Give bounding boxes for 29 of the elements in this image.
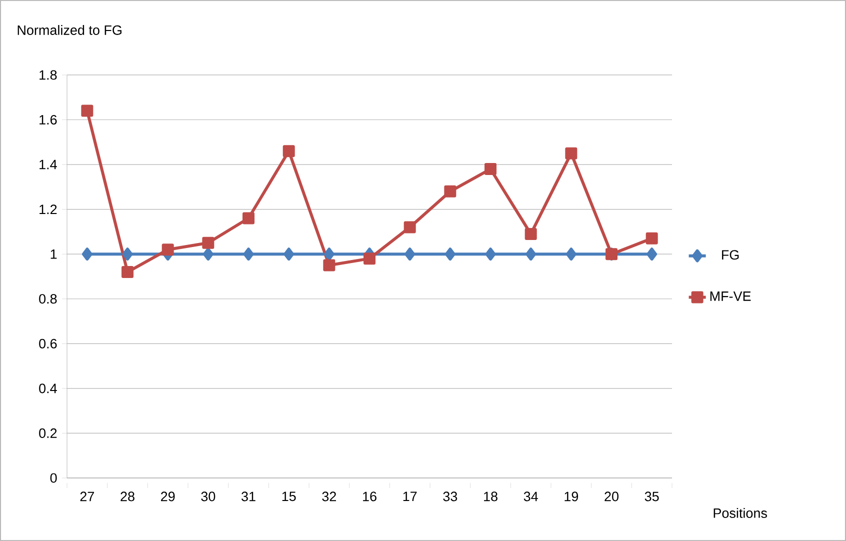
x-tick-label: 28	[120, 492, 134, 502]
x-axis-title: Positions	[714, 508, 767, 518]
x-tick-label: 16	[363, 492, 376, 502]
x-tick-label: 32	[322, 492, 336, 502]
x-tick-label: 20	[604, 492, 618, 502]
x-tick-label: 34	[524, 492, 538, 502]
y-tick-label: 0.8	[39, 294, 57, 304]
y-axis-title: Normalized to FG	[18, 25, 122, 35]
x-tick-label: 30	[201, 492, 216, 502]
x-tick-label: 33	[443, 492, 458, 502]
x-tick-label: 19	[564, 492, 578, 502]
y-tick-label: 0.2	[39, 428, 57, 438]
y-tick-label: 1.4	[40, 160, 57, 170]
x-tick-label: 17	[403, 492, 417, 501]
x-tick-label: 15	[282, 492, 296, 502]
y-tick-label: 0.6	[39, 338, 57, 348]
y-tick-label: 1	[50, 249, 57, 259]
x-tick-label: 27	[80, 492, 94, 502]
legend-label: FG	[722, 250, 739, 260]
y-tick-label: 0.4	[39, 384, 57, 394]
y-tick-label: 1.6	[40, 114, 57, 125]
y-tick-label: 1.8	[40, 70, 57, 80]
x-tick-label: 35	[644, 492, 659, 502]
legend-label: MF-VE	[710, 292, 751, 301]
y-tick-label: 1.2	[40, 204, 57, 214]
x-tick-label: 18	[484, 492, 498, 502]
y-tick-label: 0	[50, 473, 57, 483]
x-tick-label: 31	[242, 492, 256, 502]
x-tick-label: 29	[161, 492, 175, 502]
